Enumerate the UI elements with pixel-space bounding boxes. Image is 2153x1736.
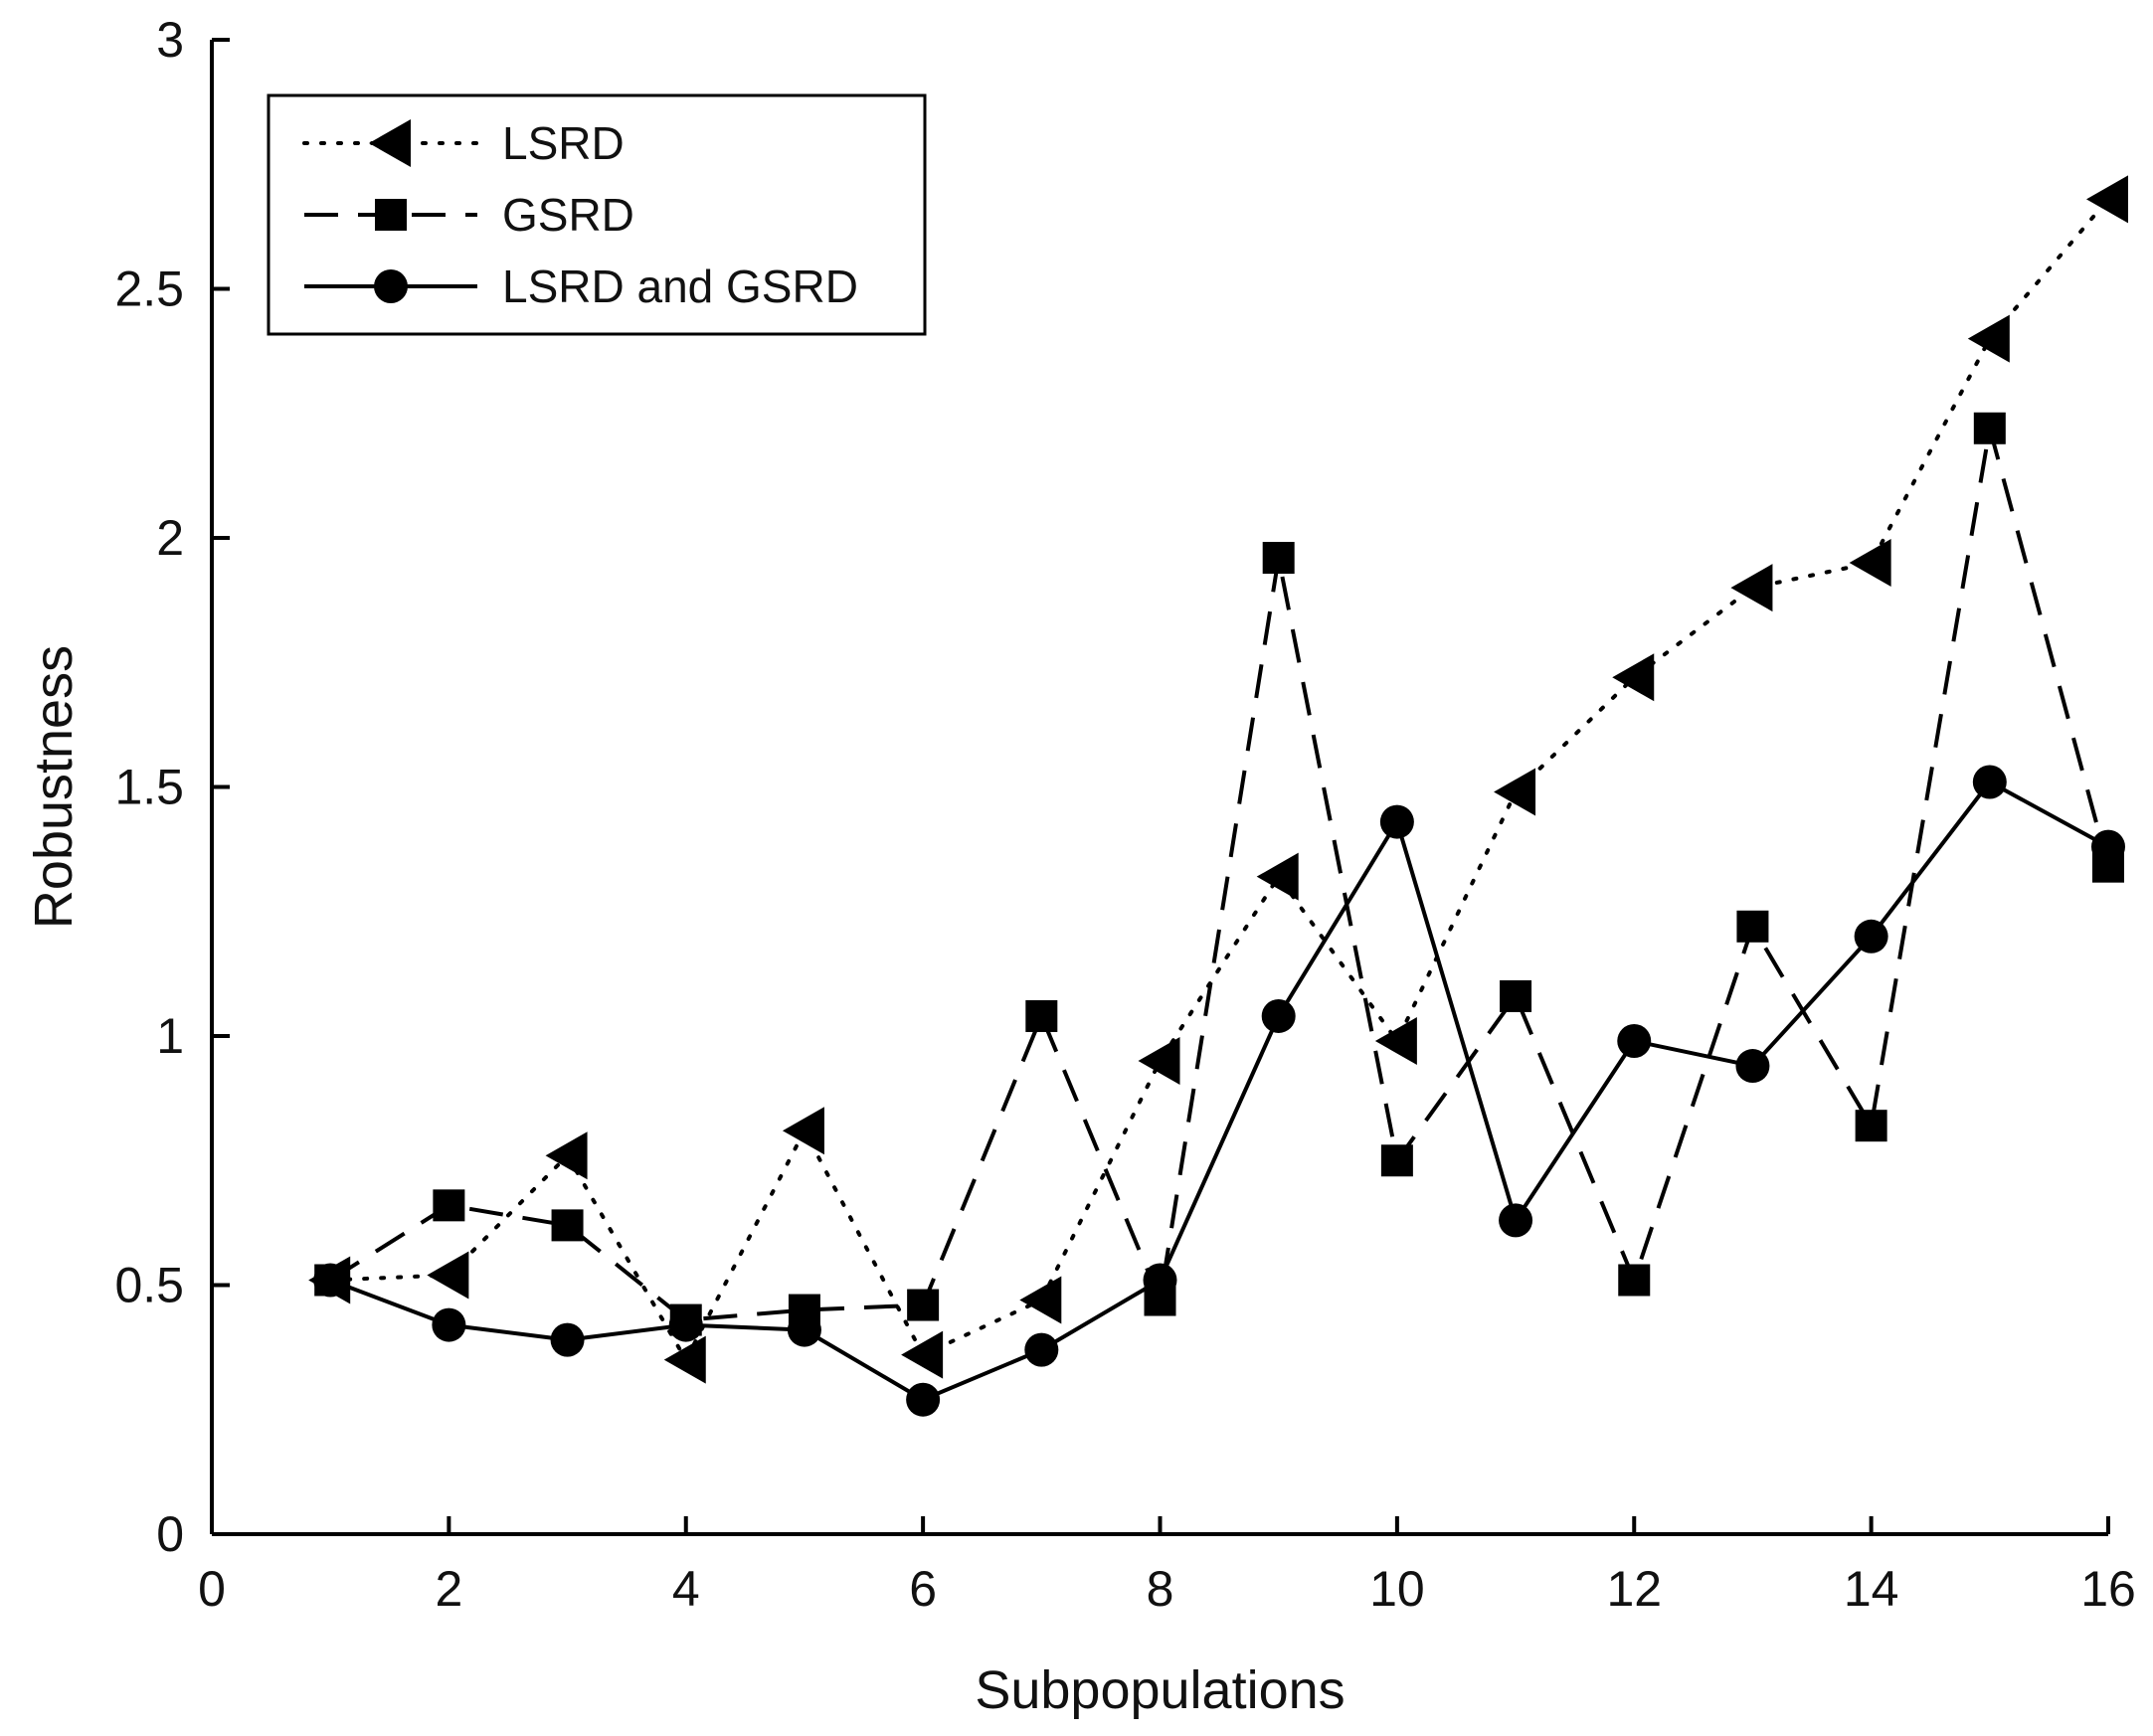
data-point-gsrd	[1736, 910, 1769, 943]
data-point-lsrd	[782, 1107, 824, 1155]
x-tick-label: 8	[1147, 1561, 1174, 1617]
data-point-lsrd	[1612, 653, 1655, 702]
series-layer	[308, 175, 2128, 1417]
data-point-lsrd	[1138, 1037, 1180, 1086]
y-tick-label: 2	[156, 510, 184, 566]
legend-label-gsrd: GSRD	[502, 189, 634, 241]
series-line-gsrd	[329, 426, 2110, 1322]
data-point-lsrd-and-gsrd	[787, 1312, 821, 1347]
x-tick-label: 16	[2080, 1561, 2136, 1617]
data-point-gsrd	[1618, 1264, 1651, 1297]
data-point-lsrd-and-gsrd	[1024, 1332, 1059, 1367]
data-point-lsrd-and-gsrd	[668, 1307, 703, 1342]
y-axis-label: Robustness	[24, 645, 84, 929]
data-point-gsrd	[1025, 999, 1058, 1032]
legend-marker-lsrd	[369, 119, 411, 167]
y-tick-label: 2.5	[114, 261, 184, 317]
series-line-lsrd	[328, 197, 2110, 1362]
data-point-lsrd-and-gsrd	[313, 1263, 348, 1298]
data-point-gsrd	[551, 1209, 584, 1242]
data-point-lsrd-and-gsrd	[1617, 1024, 1652, 1059]
data-point-lsrd	[663, 1335, 706, 1384]
legend-marker-gsrd	[375, 199, 407, 231]
x-axis-label: Subpopulations	[975, 1660, 1345, 1720]
axes: 0 2 4 6 8 10 12 14 16 0 0.5 1 1.5 2 2.5 3	[114, 12, 2135, 1617]
legend-label-lsrd-and-gsrd: LSRD and GSRD	[502, 260, 858, 312]
data-point-lsrd	[1967, 314, 2010, 363]
series-lsrd	[308, 175, 2128, 1384]
data-point-lsrd	[1730, 564, 1773, 612]
legend-marker-lsrd-and-gsrd	[374, 269, 408, 303]
data-point-gsrd	[433, 1189, 465, 1222]
data-point-gsrd	[1262, 542, 1295, 575]
data-point-lsrd-and-gsrd	[1854, 919, 1888, 954]
data-point-lsrd	[1019, 1276, 1062, 1324]
y-tick-label: 1.5	[114, 760, 184, 815]
legend: LSRD GSRD LSRD and GSRD	[267, 93, 927, 336]
data-point-gsrd	[907, 1289, 940, 1321]
data-point-lsrd-and-gsrd	[1143, 1263, 1177, 1298]
data-point-lsrd-and-gsrd	[550, 1322, 585, 1357]
legend-label-lsrd: LSRD	[502, 117, 625, 169]
x-tick-label: 12	[1606, 1561, 1662, 1617]
data-point-lsrd-and-gsrd	[1379, 804, 1414, 839]
data-point-lsrd-and-gsrd	[2091, 829, 2125, 864]
data-point-gsrd	[1380, 1144, 1413, 1177]
x-tick-label: 4	[672, 1561, 700, 1617]
data-point-gsrd	[1973, 412, 2006, 444]
series-lsrd-and-gsrd	[313, 765, 2125, 1417]
data-point-lsrd-and-gsrd	[432, 1307, 466, 1342]
data-point-lsrd	[1849, 539, 1891, 588]
y-tick-label: 0.5	[114, 1258, 184, 1313]
series-line-lsrd-and-gsrd	[329, 780, 2109, 1402]
y-tick-label: 3	[156, 12, 184, 68]
x-tick-label: 0	[198, 1561, 226, 1617]
x-tick-label: 6	[909, 1561, 937, 1617]
data-point-lsrd	[427, 1251, 469, 1300]
data-point-gsrd	[1500, 979, 1532, 1012]
x-tick-label: 14	[1844, 1561, 1899, 1617]
data-point-lsrd	[2086, 175, 2128, 224]
y-tick-label: 1	[156, 1008, 184, 1064]
x-tick-label: 10	[1369, 1561, 1425, 1617]
data-point-lsrd	[901, 1330, 944, 1379]
data-point-lsrd-and-gsrd	[906, 1382, 941, 1417]
x-tick-label: 2	[435, 1561, 462, 1617]
data-point-lsrd-and-gsrd	[1735, 1049, 1770, 1084]
series-gsrd	[314, 412, 2124, 1336]
data-point-gsrd	[1855, 1110, 1887, 1142]
data-point-lsrd-and-gsrd	[1972, 765, 2007, 799]
y-tick-label: 0	[156, 1506, 184, 1562]
data-point-lsrd	[1374, 1017, 1417, 1066]
data-point-lsrd-and-gsrd	[1261, 998, 1296, 1033]
data-point-lsrd	[545, 1131, 588, 1180]
data-point-lsrd-and-gsrd	[1499, 1203, 1533, 1238]
data-point-lsrd	[1494, 768, 1536, 816]
data-point-lsrd	[1256, 852, 1299, 901]
